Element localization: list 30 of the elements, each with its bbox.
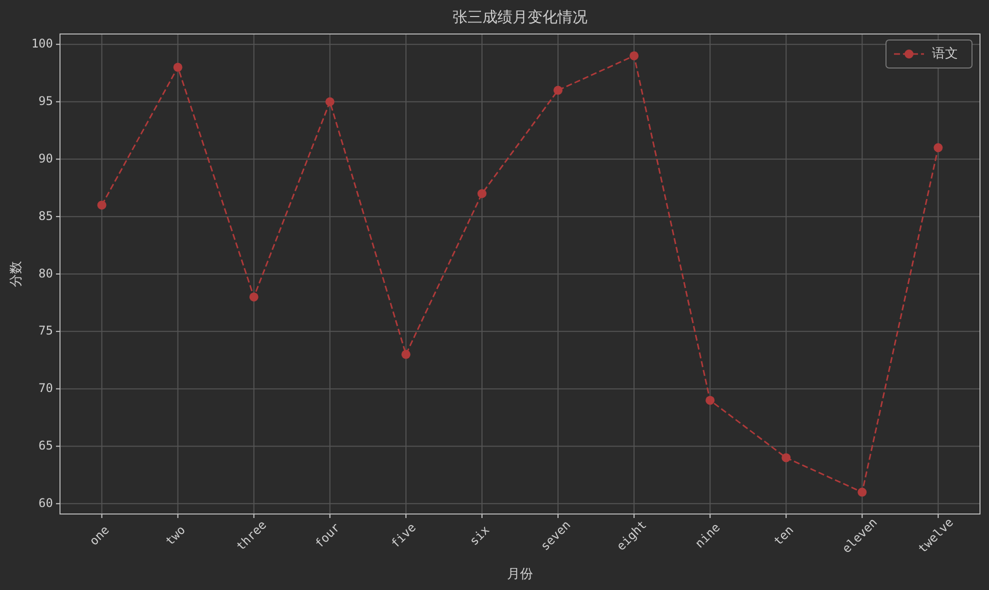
point: [782, 453, 791, 462]
x-axis-title: 月份: [507, 567, 533, 582]
point: [249, 292, 258, 302]
y-tick-label: 70: [38, 381, 53, 396]
point: [706, 396, 715, 405]
point: [173, 62, 182, 72]
point: [630, 51, 639, 60]
legend: 语文: [886, 40, 972, 68]
point: [325, 97, 334, 106]
chart-title: 张三成绩月变化情况: [452, 8, 588, 26]
y-tick-label: 80: [38, 266, 53, 280]
y-tick-label: 85: [38, 208, 53, 223]
point: [934, 143, 943, 152]
point: [858, 488, 867, 497]
y-tick-label: 95: [38, 94, 53, 108]
x-tick-label: two: [162, 522, 188, 548]
x-tick-label: ten: [770, 522, 796, 548]
y-tick-label: 90: [38, 151, 53, 166]
point: [97, 200, 106, 210]
point: [401, 350, 410, 359]
y-tick-label: 60: [38, 496, 53, 510]
y-tick-label: 100: [31, 36, 53, 51]
y-axis-title: 分数: [9, 261, 24, 287]
x-tick-label: one: [86, 522, 112, 548]
legend-label: 语文: [932, 46, 958, 62]
point: [477, 189, 486, 198]
point: [554, 86, 563, 95]
y-tick-label: 65: [38, 438, 53, 453]
y-tick-label: 75: [38, 324, 53, 338]
x-tick-label: six: [466, 522, 492, 548]
